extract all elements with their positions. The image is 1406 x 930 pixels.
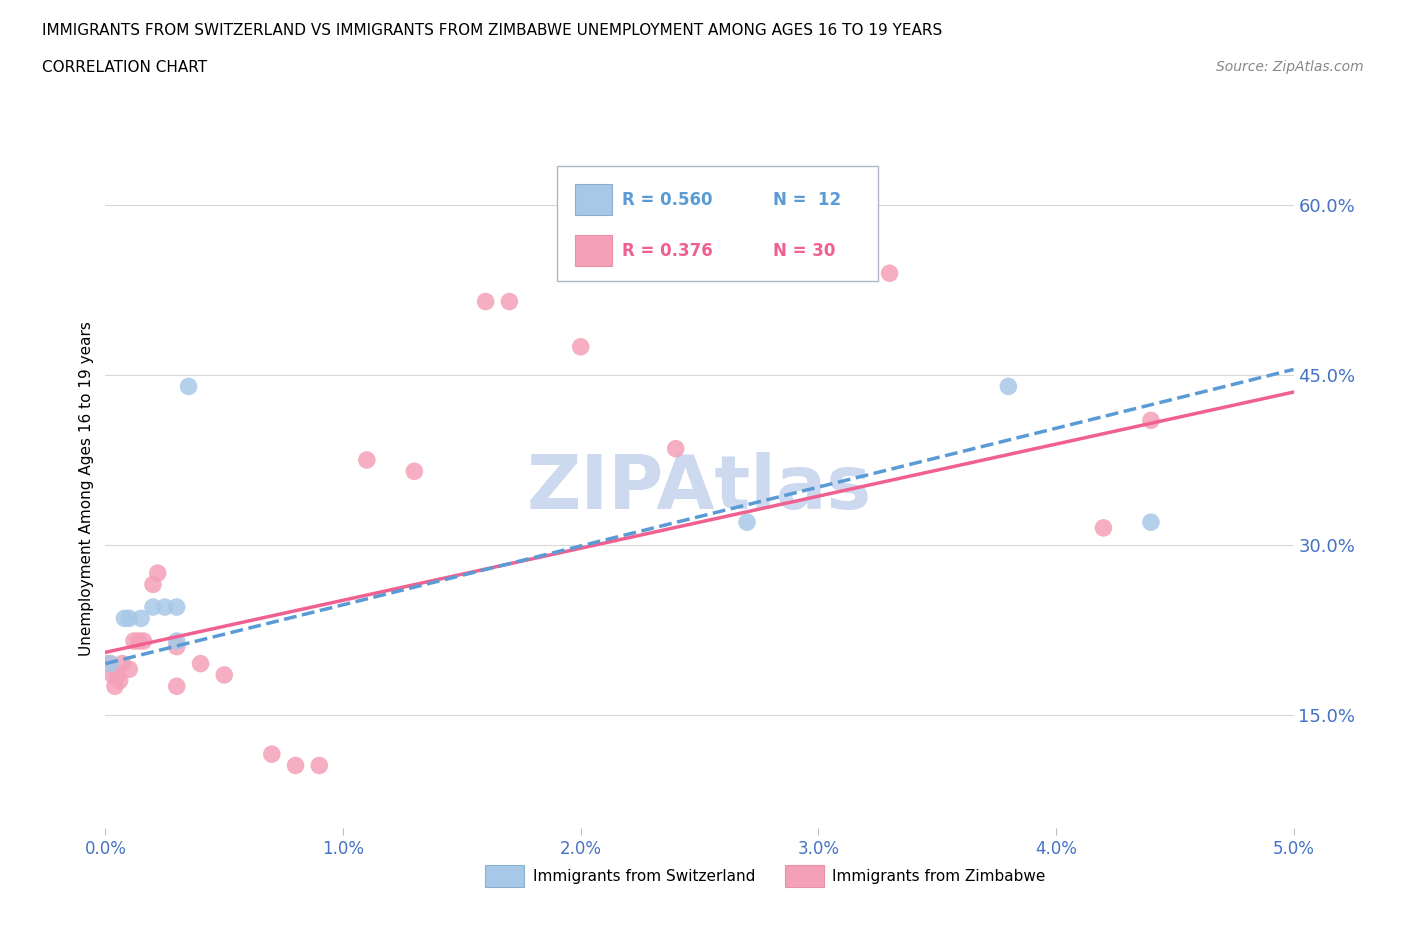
- Point: [498, 294, 520, 309]
- Point: [114, 611, 136, 626]
- Point: [569, 339, 592, 354]
- Point: [142, 600, 165, 615]
- FancyBboxPatch shape: [575, 184, 612, 215]
- Text: Immigrants from Switzerland: Immigrants from Switzerland: [533, 869, 755, 883]
- Point: [404, 464, 426, 479]
- Point: [356, 453, 378, 468]
- Point: [308, 758, 330, 773]
- Point: [129, 611, 152, 626]
- Point: [177, 379, 200, 394]
- Point: [132, 633, 155, 648]
- Point: [153, 600, 176, 615]
- Point: [166, 600, 188, 615]
- Point: [97, 657, 120, 671]
- Point: [214, 668, 236, 683]
- Point: [98, 657, 121, 671]
- Point: [735, 515, 758, 530]
- Text: ZIPAtlas: ZIPAtlas: [527, 452, 872, 525]
- Point: [260, 747, 283, 762]
- FancyBboxPatch shape: [575, 235, 612, 266]
- Point: [474, 294, 496, 309]
- Text: N =  12: N = 12: [773, 191, 841, 208]
- Point: [105, 668, 128, 683]
- Point: [128, 633, 150, 648]
- Text: Source: ZipAtlas.com: Source: ZipAtlas.com: [1216, 60, 1364, 74]
- Point: [783, 226, 806, 241]
- Point: [190, 657, 212, 671]
- Point: [118, 611, 141, 626]
- Text: CORRELATION CHART: CORRELATION CHART: [42, 60, 207, 75]
- Point: [108, 673, 131, 688]
- Point: [146, 565, 169, 580]
- FancyBboxPatch shape: [557, 166, 877, 281]
- Text: Immigrants from Zimbabwe: Immigrants from Zimbabwe: [832, 869, 1046, 883]
- Point: [111, 657, 134, 671]
- Point: [1140, 413, 1163, 428]
- Point: [879, 266, 901, 281]
- Point: [122, 633, 145, 648]
- Point: [118, 662, 141, 677]
- Point: [665, 441, 688, 456]
- Point: [142, 577, 165, 591]
- Point: [166, 639, 188, 654]
- Point: [1092, 521, 1115, 536]
- Text: R = 0.560: R = 0.560: [621, 191, 711, 208]
- Point: [166, 633, 188, 648]
- Y-axis label: Unemployment Among Ages 16 to 19 years: Unemployment Among Ages 16 to 19 years: [79, 321, 94, 656]
- Point: [997, 379, 1019, 394]
- Point: [104, 679, 127, 694]
- Point: [101, 668, 124, 683]
- Text: R = 0.376: R = 0.376: [621, 242, 713, 259]
- Point: [98, 657, 121, 671]
- Point: [1140, 515, 1163, 530]
- Point: [166, 679, 188, 694]
- Point: [284, 758, 307, 773]
- Text: IMMIGRANTS FROM SWITZERLAND VS IMMIGRANTS FROM ZIMBABWE UNEMPLOYMENT AMONG AGES : IMMIGRANTS FROM SWITZERLAND VS IMMIGRANT…: [42, 23, 942, 38]
- Text: N = 30: N = 30: [773, 242, 835, 259]
